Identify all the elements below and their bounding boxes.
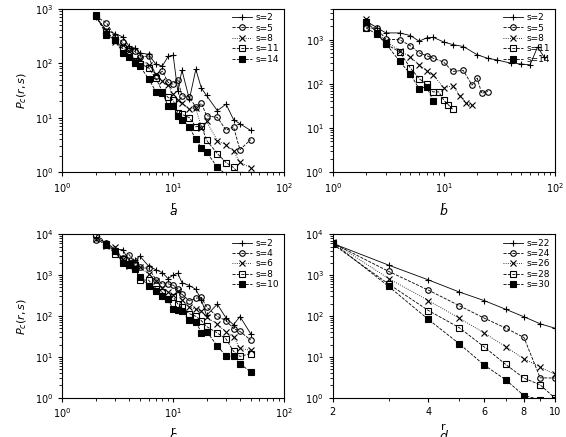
Legend: s=2, s=4, s=6, s=8, s=10: s=2, s=4, s=6, s=8, s=10 [231,237,281,291]
Legend: s=2, s=5, s=8, s=11, s=14: s=2, s=5, s=8, s=11, s=14 [231,11,281,66]
Text: b: b [440,205,448,218]
Legend: s=2, s=5, s=8, s=11, s=14: s=2, s=5, s=8, s=11, s=14 [501,11,552,66]
Legend: s=22, s=24, s=26, s=28, s=30: s=22, s=24, s=26, s=28, s=30 [501,237,552,291]
X-axis label: r: r [441,422,446,432]
Text: c: c [170,430,177,437]
Text: d: d [440,430,448,437]
Y-axis label: $P_c(r,s)$: $P_c(r,s)$ [16,298,29,335]
X-axis label: r: r [441,201,446,211]
Text: a: a [169,205,177,218]
Y-axis label: $P_c(r,s)$: $P_c(r,s)$ [16,72,29,109]
X-axis label: r: r [171,426,175,436]
X-axis label: r: r [171,201,175,211]
